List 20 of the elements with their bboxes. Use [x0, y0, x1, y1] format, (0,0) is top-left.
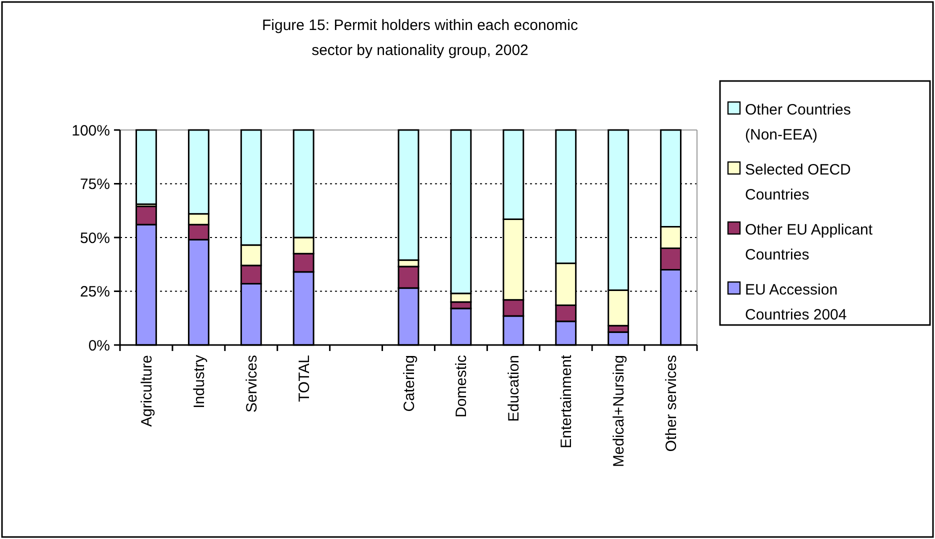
- legend-label: Selected OECD Countries: [745, 161, 852, 204]
- x-tick-label: Medical+Nursing: [610, 355, 628, 468]
- legend-label: Other EU Applicant Countries: [745, 221, 874, 264]
- x-tick-label: Agriculture: [138, 355, 156, 427]
- y-tick-label: 75%: [80, 176, 110, 193]
- y-tick-label: 100%: [72, 122, 110, 140]
- legend-label: EU Accession Countries 2004: [745, 281, 847, 324]
- y-tick-label: 0%: [88, 337, 110, 354]
- x-tick-label: TOTAL: [296, 355, 313, 402]
- legend-label: Other Countries (Non-EEA): [745, 101, 851, 144]
- x-tick-label: Education: [506, 355, 523, 422]
- y-tick-label: 25%: [80, 284, 110, 300]
- x-tick-label: Industry: [190, 354, 208, 408]
- x-tick-label: Services: [243, 355, 260, 413]
- x-tick-label: Other services: [663, 355, 680, 452]
- chart-title: Figure 15: Permit holders within each economic sector by nationality group, 2002: [262, 17, 578, 59]
- y-tick-label: 50%: [80, 230, 110, 247]
- x-tick-label: Catering: [400, 355, 418, 412]
- x-tick-label: Entertainment: [558, 354, 576, 448]
- x-tick-label: Domestic: [453, 354, 470, 418]
